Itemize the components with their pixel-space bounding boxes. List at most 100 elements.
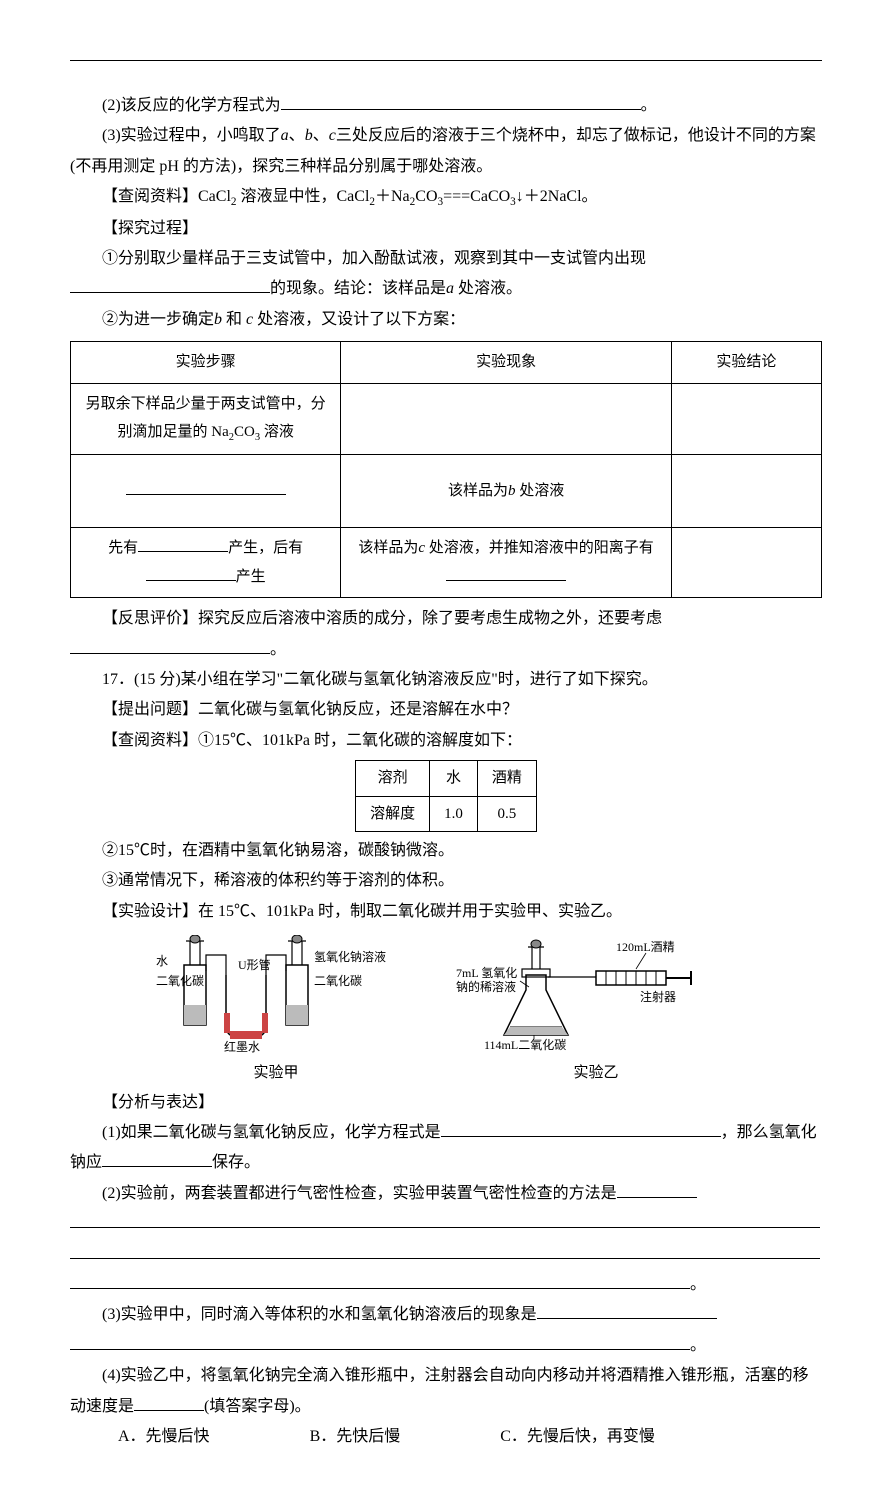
label-naoh: 氢氧化钠溶液 [314, 949, 386, 964]
var-b: b [214, 311, 222, 328]
text: 该样品为 [448, 483, 508, 499]
text: 【查阅资料】CaCl [102, 188, 231, 205]
label-naoh2: 钠的稀溶液 [456, 979, 516, 994]
q17: 17．(15 分)某小组在学习"二氧化碳与氢氧化钠溶液反应"时，进行了如下探究。 [70, 665, 822, 695]
caption-a: 实验甲 [156, 1064, 396, 1084]
text: 、 [289, 127, 305, 144]
blank [446, 563, 566, 581]
text: ③通常情况下，稀溶液的体积约等于溶剂的体积。 [102, 872, 454, 889]
blank-row [70, 1240, 822, 1270]
option-c: C．先慢后快，再变慢 [500, 1422, 655, 1452]
label-co2: 二氧化碳 [156, 974, 204, 988]
table-row: 溶剂 水 酒精 [356, 761, 537, 797]
text: 【探究过程】 [102, 220, 198, 237]
figure-a: 水 二氧化碳 U形管 红墨水 氢氧化钠溶液 二氧化碳 实验甲 [156, 935, 396, 1083]
table-row: 先有 产生，后有产生 该样品为c 处溶液，并推知溶液中的阳离子有 [71, 528, 822, 598]
text: 保存。 [212, 1154, 260, 1171]
blank [537, 1301, 717, 1320]
var-b: b [305, 127, 313, 144]
text: 。 [641, 97, 657, 114]
blank [126, 477, 286, 495]
cell: 溶剂 [356, 761, 430, 797]
q17-1: (1)如果二氧化碳与氢氧化钠反应，化学方程式是，那么氢氧化钠应保存。 [70, 1118, 822, 1179]
text: 17．(15 分)某小组在学习"二氧化碳与氢氧化钠溶液反应"时，进行了如下探究。 [102, 671, 658, 688]
text: 。 [690, 1276, 706, 1293]
cell: 另取余下样品少量于两支试管中，分别滴加足量的 Na2CO3 溶液 [71, 383, 341, 454]
label-alcohol: 120mL酒精 [616, 940, 675, 954]
reflection: 【反思评价】探究反应后溶液中溶质的成分，除了要考虑生成物之外，还要考虑 。 [70, 604, 822, 665]
q17-ref2: ②15℃时，在酒精中氢氧化钠易溶，碳酸钠微溶。 [70, 836, 822, 866]
reference-data: 【查阅资料】CaCl2 溶液显中性，CaCl2＋Na2CO3===CaCO3↓＋… [70, 182, 822, 213]
document-page: (2)该反应的化学方程式为。 (3)实验过程中，小鸣取了a、b、c三处反应后的溶… [0, 0, 892, 1502]
table-row: 实验步骤 实验现象 实验结论 [71, 342, 822, 384]
q17-ref3: ③通常情况下，稀溶液的体积约等于溶剂的体积。 [70, 866, 822, 896]
cell: 水 [430, 761, 478, 797]
text: 该样品为 [358, 540, 418, 556]
process-heading: 【探究过程】 [70, 214, 822, 244]
text: ＋Na [375, 188, 410, 205]
caption-b: 实验乙 [456, 1064, 736, 1084]
var-c: c [329, 127, 336, 144]
table-row: 另取余下样品少量于两支试管中，分别滴加足量的 Na2CO3 溶液 [71, 383, 822, 454]
experiment-table: 实验步骤 实验现象 实验结论 另取余下样品少量于两支试管中，分别滴加足量的 Na… [70, 341, 822, 598]
text: ②为进一步确定 [102, 311, 214, 328]
text: 和 [222, 311, 246, 328]
q17-reference: 【查阅资料】①15℃、101kPa 时，二氧化碳的溶解度如下： [70, 726, 822, 756]
blank [70, 1240, 820, 1259]
th-conclusion: 实验结论 [671, 342, 821, 384]
text: (填答案字母)。 [204, 1398, 311, 1415]
label-red: 红墨水 [224, 1039, 260, 1054]
text: 【分析与表达】 [102, 1094, 214, 1111]
blank [70, 1270, 690, 1289]
option-b: B．先快后慢 [310, 1422, 401, 1452]
blank-row: 。 [70, 1270, 822, 1300]
blank [70, 635, 270, 654]
cell: 溶解度 [356, 796, 430, 832]
blank [617, 1179, 697, 1198]
apparatus-b-icon: 120mL酒精 注射器 7mL 氢氧化 钠的稀溶液 114mL二氧化碳 [456, 935, 736, 1055]
text: 【提出问题】二氧化碳与氢氧化钠反应，还是溶解在水中？ [102, 701, 518, 718]
text: 溶液显中性，CaCl [237, 188, 370, 205]
text: (2)该反应的化学方程式为 [102, 97, 281, 114]
q16-3: (3)实验过程中，小鸣取了a、b、c三处反应后的溶液于三个烧杯中，却忘了做标记，… [70, 121, 822, 182]
text: ===CaCO [443, 188, 510, 205]
text: (2)实验前，两套装置都进行气密性检查，实验甲装置气密性检查的方法是 [102, 1185, 617, 1202]
blank [441, 1118, 721, 1137]
text: (1)如果二氧化碳与氢氧化钠反应，化学方程式是 [102, 1124, 441, 1141]
text: 溶液 [260, 424, 294, 440]
text: 先有 [108, 540, 138, 556]
figures: 水 二氧化碳 U形管 红墨水 氢氧化钠溶液 二氧化碳 实验甲 [70, 935, 822, 1083]
blank [70, 275, 270, 294]
step-2: ②为进一步确定b 和 c 处溶液，又设计了以下方案： [70, 305, 822, 335]
var-a: a [281, 127, 289, 144]
q17-3: (3)实验甲中，同时滴入等体积的水和氢氧化钠溶液后的现象是 [70, 1300, 822, 1330]
th-steps: 实验步骤 [71, 342, 341, 384]
cell: 0.5 [477, 796, 536, 832]
blank-row [70, 1209, 822, 1239]
solubility-table: 溶剂 水 酒精 溶解度 1.0 0.5 [355, 760, 537, 832]
text: 的现象。结论：该样品是 [270, 280, 446, 297]
text: ①分别取少量样品于三支试管中，加入酚酞试液，观察到其中一支试管内出现 [102, 250, 646, 267]
text: 处溶液。 [454, 280, 522, 297]
label-co2: 114mL二氧化碳 [484, 1038, 566, 1052]
cell: 该样品为c 处溶液，并推知溶液中的阳离子有 [341, 528, 671, 598]
text: 【查阅资料】①15℃、101kPa 时，二氧化碳的溶解度如下： [102, 732, 522, 749]
cell: 1.0 [430, 796, 478, 832]
text: ②15℃时，在酒精中氢氧化钠易溶，碳酸钠微溶。 [102, 842, 454, 859]
blank-row: 。 [70, 1331, 822, 1361]
text: ↓＋2NaCl。 [516, 188, 598, 205]
label-syringe: 注射器 [640, 989, 676, 1004]
figure-b: 120mL酒精 注射器 7mL 氢氧化 钠的稀溶液 114mL二氧化碳 实验乙 [456, 935, 736, 1083]
text: CO [234, 424, 255, 440]
text: 产生 [236, 569, 266, 585]
blank [138, 535, 228, 553]
label-naoh1: 7mL 氢氧化 [456, 965, 517, 980]
blank [146, 563, 236, 581]
cell [671, 455, 821, 528]
cell [671, 383, 821, 454]
text: 【反思评价】探究反应后溶液中溶质的成分，除了要考虑生成物之外，还要考虑 [102, 610, 662, 627]
blank [102, 1149, 212, 1168]
cell [71, 455, 341, 528]
table-row: 溶解度 1.0 0.5 [356, 796, 537, 832]
text: 产生，后有 [228, 540, 303, 556]
